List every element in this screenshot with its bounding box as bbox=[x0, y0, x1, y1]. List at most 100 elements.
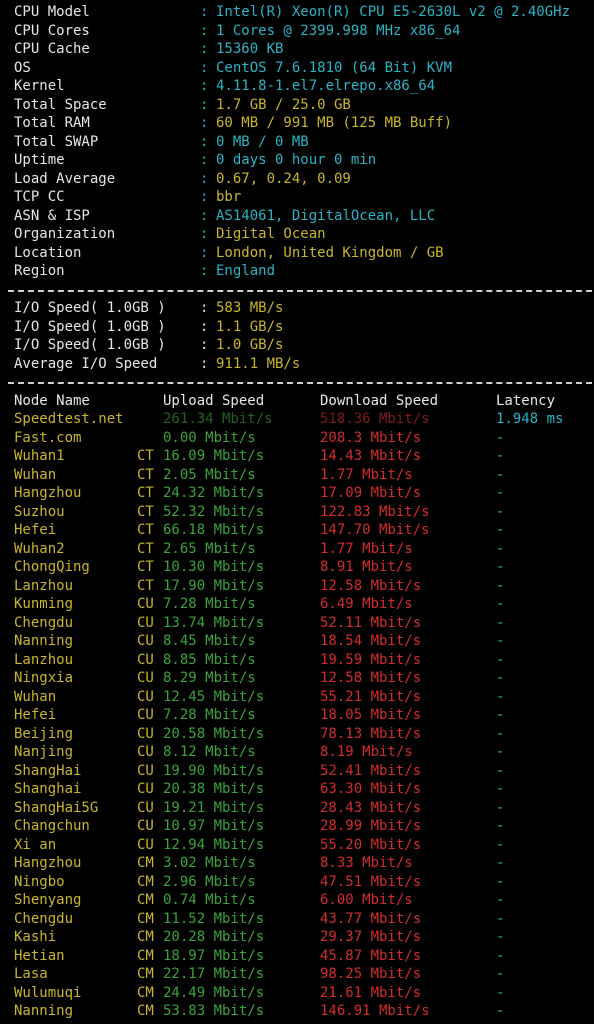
download-speed: 146.91 Mbit/s bbox=[320, 1003, 430, 1019]
delimiter: : bbox=[200, 207, 209, 224]
download-speed: 8.33 Mbit/s bbox=[320, 855, 413, 871]
delimiter: : bbox=[200, 337, 209, 353]
terminal-line: I/O Speed( 1.0GB ):1.0 GB/s bbox=[0, 336, 594, 355]
upload-speed: 12.45 Mbit/s bbox=[163, 688, 265, 705]
node-name: Kunming bbox=[14, 596, 74, 612]
terminal-line: Beijing CU 20.58 Mbit/s 78.13 Mbit/s - bbox=[0, 725, 594, 744]
isp: CM bbox=[137, 892, 154, 908]
terminal-line: Hefei CT 66.18 Mbit/s 147.70 Mbit/s - bbox=[0, 521, 594, 540]
isp: CU bbox=[137, 762, 154, 779]
latency: - bbox=[496, 873, 505, 890]
download-speed: 18.05 Mbit/s bbox=[320, 707, 422, 723]
isp: CU bbox=[137, 818, 154, 834]
info-value: 60 MB / 991 MB (125 MB Buff) bbox=[216, 115, 453, 131]
delimiter: : bbox=[200, 78, 209, 94]
upload-speed: 20.58 Mbit/s bbox=[163, 725, 265, 742]
latency: - bbox=[496, 559, 505, 575]
terminal-line: Chengdu CM 11.52 Mbit/s 43.77 Mbit/s - bbox=[0, 910, 594, 929]
terminal-line: ShangHai5G CU 19.21 Mbit/s 28.43 Mbit/s - bbox=[0, 799, 594, 818]
node-name: Changchun bbox=[14, 818, 90, 834]
isp: CU bbox=[137, 725, 154, 742]
download-speed: 19.59 Mbit/s bbox=[320, 651, 422, 668]
delimiter: : bbox=[200, 226, 209, 242]
upload-speed: 10.97 Mbit/s bbox=[163, 818, 265, 834]
info-value: 1 Cores @ 2399.998 MHz x86_64 bbox=[216, 22, 461, 39]
upload-speed: 18.97 Mbit/s bbox=[163, 947, 265, 964]
info-value: England bbox=[216, 263, 276, 279]
terminal-line: Nanning CM 53.83 Mbit/s 146.91 Mbit/s - bbox=[0, 1002, 594, 1021]
node-name: Kashi bbox=[14, 929, 57, 945]
upload-speed: 11.52 Mbit/s bbox=[163, 910, 265, 927]
terminal-line: Region: England bbox=[0, 262, 594, 281]
node-name: Fast.com bbox=[14, 429, 82, 446]
terminal-line: Average I/O Speed:911.1 MB/s bbox=[0, 355, 594, 374]
upload-speed: 19.90 Mbit/s bbox=[163, 762, 265, 779]
node-name: Wuhan2 bbox=[14, 540, 65, 557]
node-name: Lanzhou bbox=[14, 651, 74, 668]
node-name: Nanning bbox=[14, 633, 74, 649]
isp: CM bbox=[137, 929, 154, 945]
info-label: Region bbox=[14, 263, 65, 279]
upload-speed: 24.32 Mbit/s bbox=[163, 485, 265, 501]
node-name: Wuhan bbox=[14, 466, 57, 483]
download-speed: 29.37 Mbit/s bbox=[320, 929, 422, 945]
terminal-line: Lanzhou CT 17.90 Mbit/s 12.58 Mbit/s - bbox=[0, 577, 594, 596]
table-header: Upload Speed bbox=[163, 392, 265, 409]
isp: CT bbox=[137, 577, 154, 594]
upload-speed: 22.17 Mbit/s bbox=[163, 966, 265, 982]
info-label: Total Space bbox=[14, 96, 107, 113]
terminal-line: Nanjing CU 8.12 Mbit/s 8.19 Mbit/s - bbox=[0, 743, 594, 762]
terminal-line: Hangzhou CT 24.32 Mbit/s 17.09 Mbit/s - bbox=[0, 484, 594, 503]
node-name: Beijing bbox=[14, 725, 74, 742]
isp: CU bbox=[137, 744, 154, 760]
latency: - bbox=[496, 596, 505, 612]
upload-speed: 8.85 Mbit/s bbox=[163, 651, 256, 668]
latency: - bbox=[496, 485, 505, 501]
terminal-line: I/O Speed( 1.0GB ):583 MB/s bbox=[0, 299, 594, 318]
download-speed: 6.49 Mbit/s bbox=[320, 596, 413, 612]
upload-speed: 8.29 Mbit/s bbox=[163, 670, 256, 686]
isp: CT bbox=[137, 466, 154, 483]
terminal-line: Total RAM:60 MB / 991 MB (125 MB Buff) bbox=[0, 114, 594, 133]
node-name: Nanjing bbox=[14, 744, 74, 760]
isp: CU bbox=[137, 836, 154, 853]
node-name: Nanning bbox=[14, 1003, 74, 1019]
terminal-line: ShangHai CU 19.90 Mbit/s 52.41 Mbit/s - bbox=[0, 762, 594, 781]
download-speed: 8.91 Mbit/s bbox=[320, 559, 413, 575]
node-name: Chengdu bbox=[14, 910, 74, 927]
download-speed: 17.09 Mbit/s bbox=[320, 485, 422, 501]
node-name: Ningbo bbox=[14, 873, 65, 890]
node-name: Chengdu bbox=[14, 614, 74, 631]
upload-speed: 2.05 Mbit/s bbox=[163, 466, 256, 483]
isp: CU bbox=[137, 596, 154, 612]
latency: - bbox=[496, 522, 505, 538]
upload-speed: 0.74 Mbit/s bbox=[163, 892, 256, 908]
download-speed: 12.58 Mbit/s bbox=[320, 670, 422, 686]
terminal-line: Changchun CU 10.97 Mbit/s 28.99 Mbit/s - bbox=[0, 817, 594, 836]
latency: - bbox=[496, 947, 505, 964]
upload-speed: 19.21 Mbit/s bbox=[163, 799, 265, 816]
terminal-line: Wuhan2 CT 2.65 Mbit/s 1.77 Mbit/s - bbox=[0, 540, 594, 559]
upload-speed: 66.18 Mbit/s bbox=[163, 522, 265, 538]
delimiter: : bbox=[200, 300, 209, 316]
delimiter: : bbox=[200, 263, 209, 279]
upload-speed: 24.49 Mbit/s bbox=[163, 984, 265, 1001]
info-value: Digital Ocean bbox=[216, 226, 326, 242]
download-speed: 63.30 Mbit/s bbox=[320, 781, 422, 797]
latency: - bbox=[496, 448, 505, 464]
download-speed: 28.99 Mbit/s bbox=[320, 818, 422, 834]
latency: - bbox=[496, 966, 505, 982]
download-speed: 47.51 Mbit/s bbox=[320, 873, 422, 890]
terminal-line: Shanghai CU 20.38 Mbit/s 63.30 Mbit/s - bbox=[0, 780, 594, 799]
latency: - bbox=[496, 799, 505, 816]
node-name: Hetian bbox=[14, 947, 65, 964]
terminal-line: Total Space:1.7 GB / 25.0 GB bbox=[0, 96, 594, 115]
info-value: 1.7 GB / 25.0 GB bbox=[216, 96, 351, 113]
terminal-line: ASN & ISP: AS14061, DigitalOcean, LLC bbox=[0, 207, 594, 226]
download-speed: 518.36 Mbit/s bbox=[320, 411, 430, 427]
terminal-line: ChongQing CT 10.30 Mbit/s 8.91 Mbit/s - bbox=[0, 558, 594, 577]
node-name: Wulumuqi bbox=[14, 984, 82, 1001]
latency: - bbox=[496, 910, 505, 927]
node-name: ChongQing bbox=[14, 559, 90, 575]
terminal-line: CPU Cores:1 Cores @ 2399.998 MHz x86_64 bbox=[0, 22, 594, 41]
